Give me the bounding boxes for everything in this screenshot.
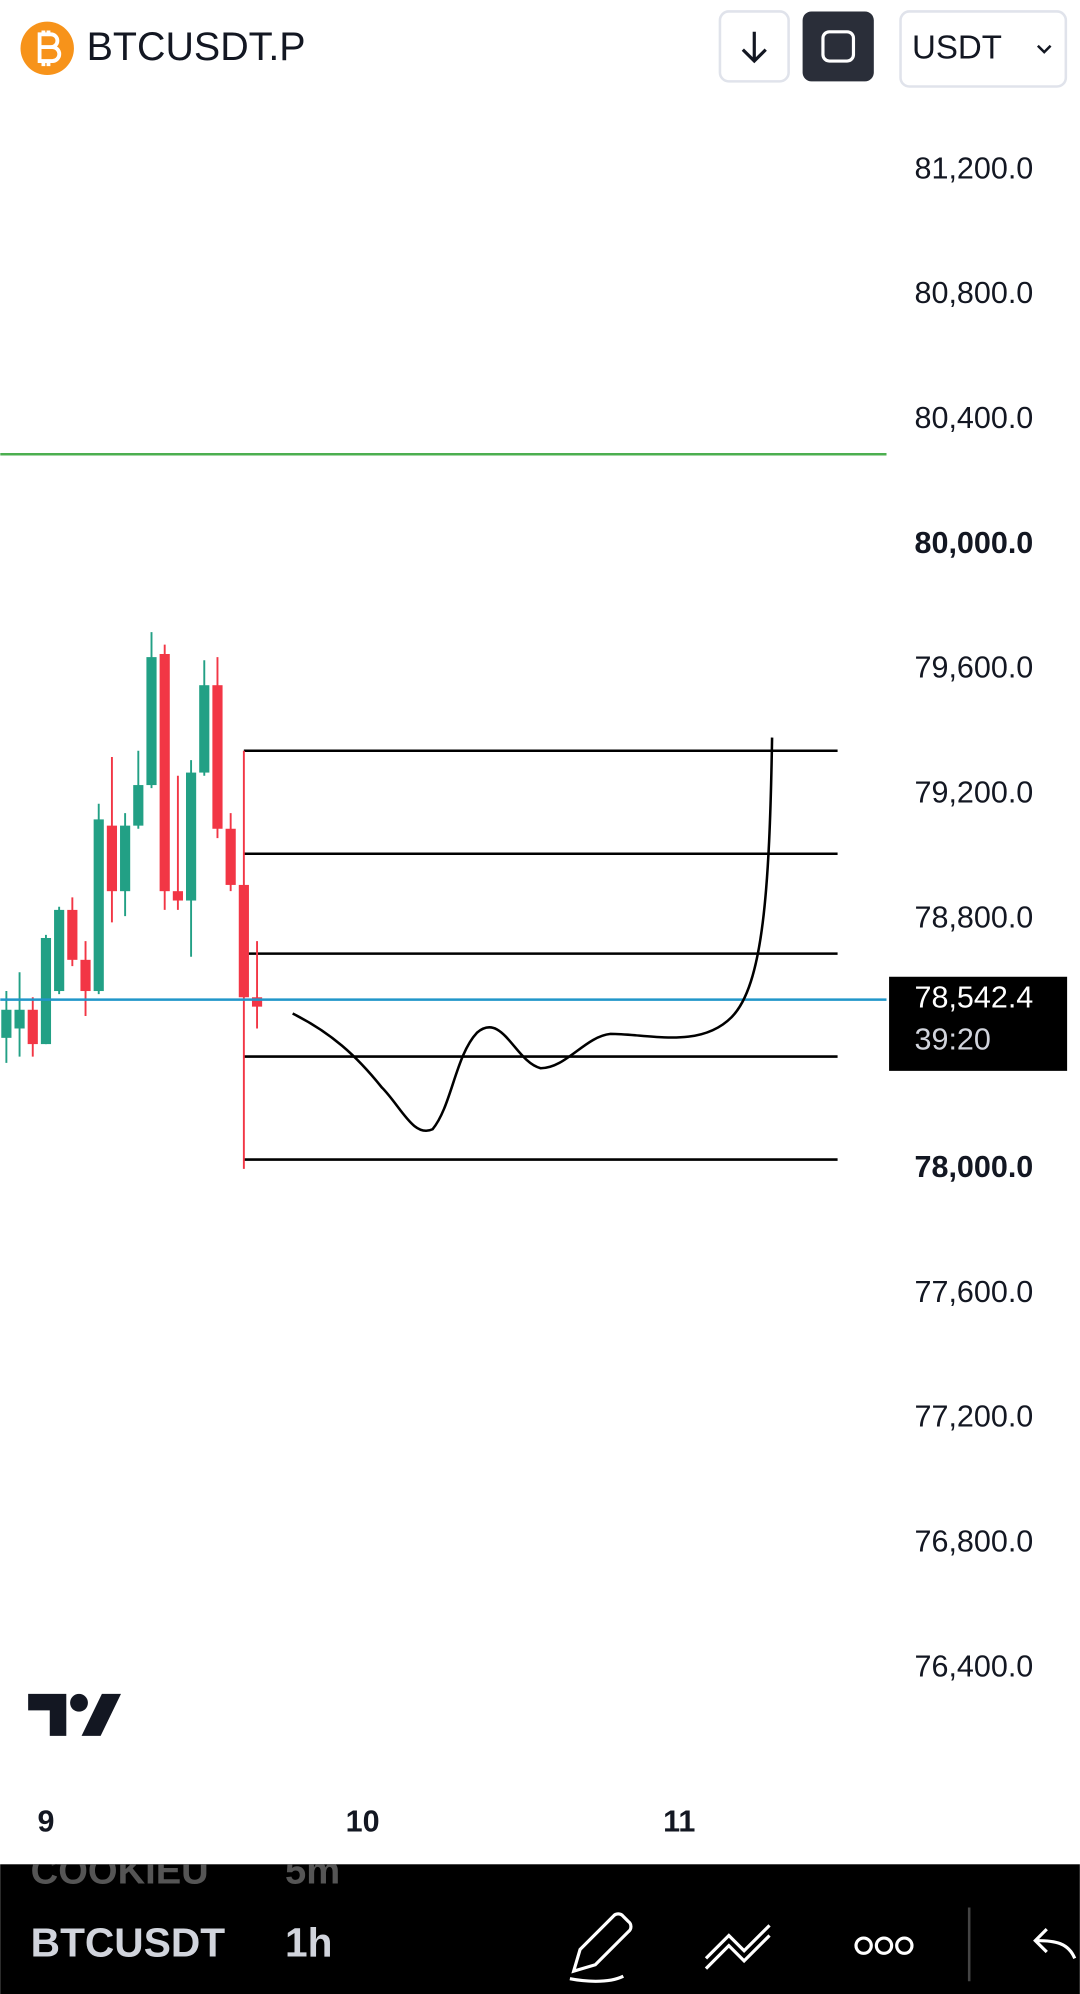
y-tick-label: 78,800.0 [915,900,1034,934]
candle-body [106,825,118,892]
coin-glyph [37,30,62,67]
candle-body [146,657,157,786]
candle-body [93,819,104,992]
y-tick-label: 79,600.0 [915,651,1034,685]
more-button[interactable] [854,1936,914,1955]
footer-interval[interactable]: 1h [285,1919,332,1965]
y-tick-label: 79,200.0 [915,775,1034,809]
y-tick-label: 80,000.0 [915,526,1034,560]
candle-body [238,884,249,998]
fullscreen-icon [821,30,856,63]
candle-body [54,909,65,992]
y-tick-label: 77,600.0 [915,1275,1034,1309]
y-tick-label: 77,200.0 [915,1400,1034,1434]
currency-select[interactable] [899,10,1068,88]
candle-body [80,959,91,992]
undo-button[interactable] [1033,1928,1077,1960]
currency: USDT [912,29,1002,66]
symbol: BTCUSDT.P [87,25,306,69]
y-tick-label: 81,200.0 [915,151,1034,185]
candle-body [27,1009,38,1045]
candle-body [199,685,210,773]
draw-tool[interactable] [569,1912,633,1983]
previous-symbol: COOKIEU [31,1849,209,1892]
candle-body [1,1009,12,1038]
x-tick-label: 11 [663,1805,695,1839]
candle-body [67,909,78,960]
plot [0,452,887,1169]
candle-body [120,825,131,892]
footer-symbol[interactable]: BTCUSDT [31,1919,226,1965]
candle-body [14,1009,25,1029]
last-price-label: 78,542.4 [915,981,1034,1015]
tradingview-logo [28,1693,121,1736]
last-price-box [889,976,1068,1071]
x-tick-label: 9 [37,1805,54,1839]
x-tick-label: 10 [346,1805,380,1839]
y-tick-label: 76,400.0 [915,1649,1034,1683]
y-tick-label: 76,800.0 [915,1524,1034,1558]
countdown: 39:20 [915,1023,991,1057]
chevron [1036,44,1052,54]
candle-body [172,891,183,901]
candle-body [185,772,197,901]
candle-body [40,937,52,1045]
y-tick-label: 80,800.0 [915,276,1034,310]
fullscreen-button[interactable] [802,11,874,82]
download-icon [741,31,767,64]
y-tick-label: 80,400.0 [915,401,1034,435]
candle-body [159,653,170,892]
candle-body [225,828,236,885]
y-tick-label: 78,000.0 [915,1150,1034,1184]
bottom-bar [0,1864,1080,1994]
freehand-drawing [292,737,774,1133]
candle-body [133,785,144,826]
candle-body [251,997,263,1007]
previous-interval: 5m [285,1849,340,1892]
lines-tool[interactable] [704,1924,771,1970]
candle-body [212,685,223,829]
